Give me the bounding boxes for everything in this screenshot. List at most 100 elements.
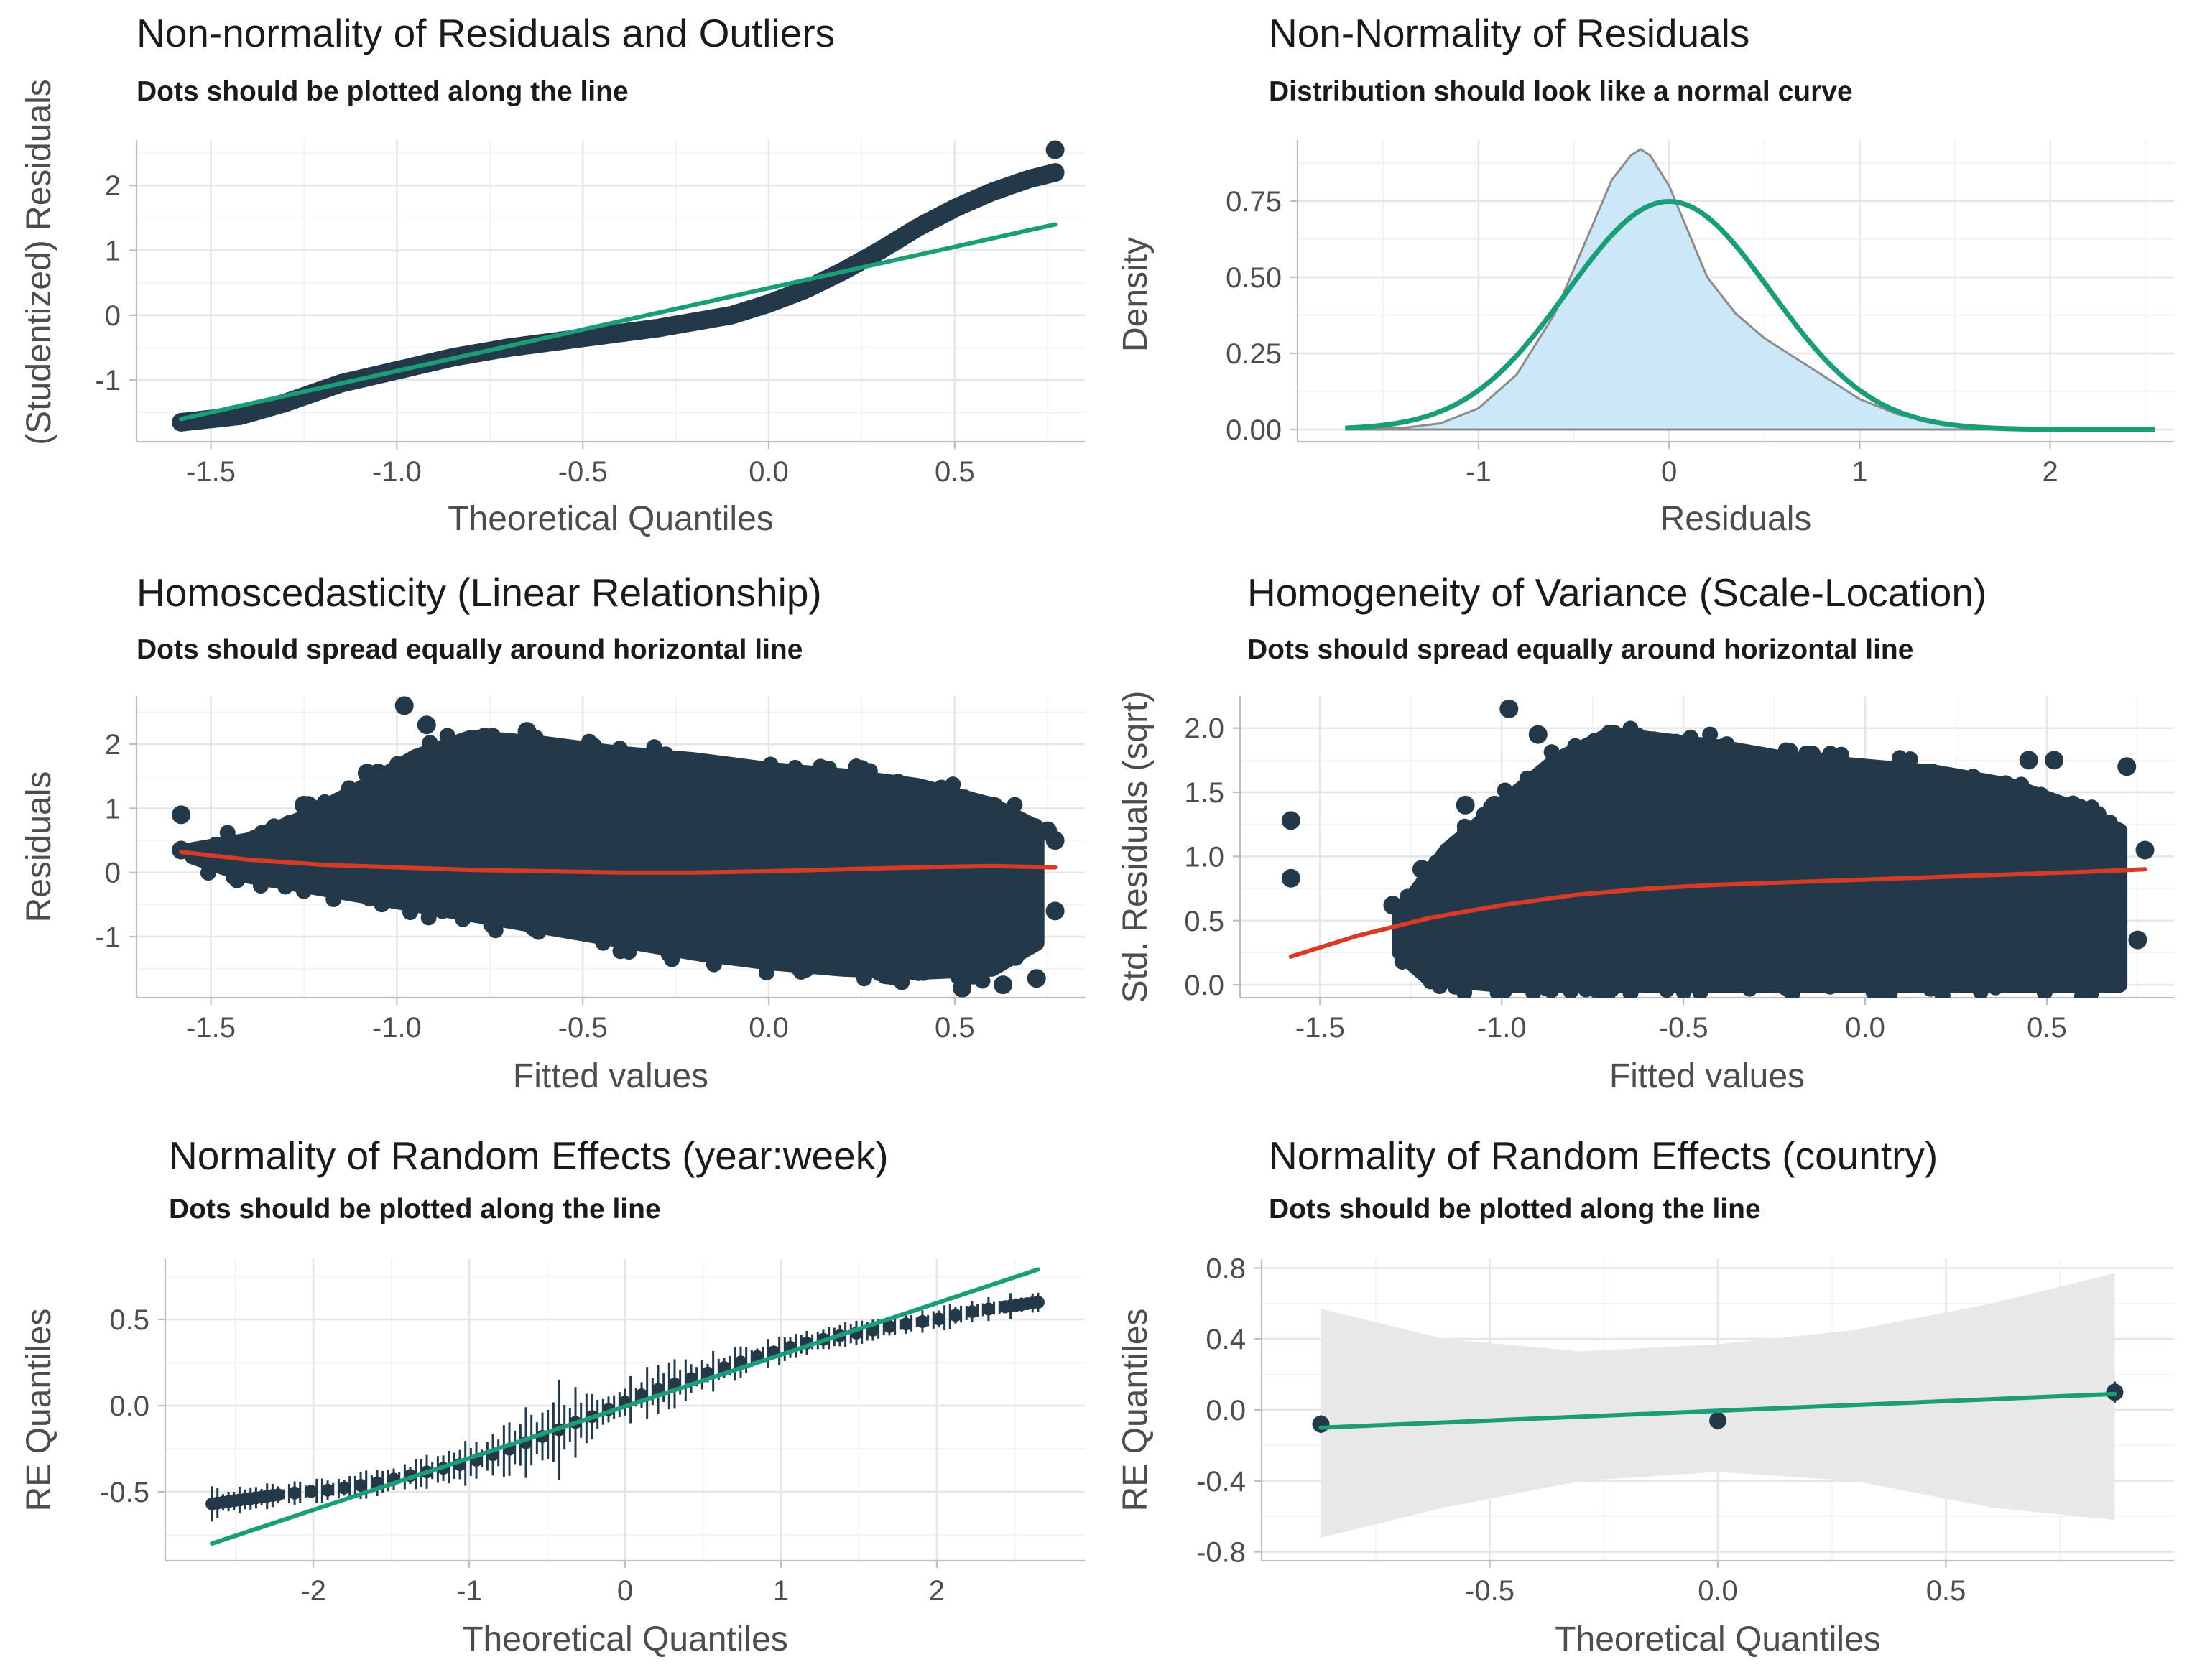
data-point: [1934, 988, 1951, 998]
plot-area: [172, 696, 1065, 998]
data-point: [389, 756, 406, 772]
data-point: [1668, 733, 1685, 750]
data-point: [1383, 896, 1402, 915]
data-point: [2001, 795, 2020, 815]
data-point: [932, 1312, 945, 1326]
y-tick-label: 0.5: [1184, 906, 1224, 937]
data-point: [1645, 731, 1662, 748]
data-point: [272, 1488, 285, 1502]
y-tick-label: -1: [95, 922, 121, 953]
y-tick-label: 0.0: [1206, 1395, 1246, 1426]
data-point: [1709, 1411, 1726, 1429]
x-tick-label: 0: [617, 1575, 633, 1607]
data-point: [1496, 983, 1512, 998]
qq-residuals-chart: Non-normality of Residuals and Outliers D…: [20, 11, 1085, 538]
plot-area: [172, 140, 1065, 432]
y-tick-label: 0.25: [1226, 338, 1282, 370]
y-tick-label: 0.8: [1206, 1253, 1246, 1284]
data-point: [2036, 984, 2053, 998]
data-point: [1499, 699, 1519, 718]
data-point: [1606, 725, 1623, 741]
y-tick-label: 0.00: [1226, 414, 1282, 446]
data-point: [277, 878, 294, 895]
chart-title: Homoscedasticity (Linear Relationship): [137, 570, 822, 615]
data-point: [1519, 770, 1535, 786]
data-point: [1456, 795, 1475, 815]
x-axis-title: Theoretical Quantiles: [1555, 1620, 1881, 1658]
homoscedasticity-chart: Homoscedasticity (Linear Relationship) Do…: [20, 570, 1085, 1095]
data-point: [1997, 775, 2014, 792]
data-point: [965, 1305, 979, 1319]
data-point: [1578, 981, 1594, 998]
data-point: [2083, 985, 2099, 998]
data-point: [316, 794, 333, 810]
x-tick-label: 0.5: [935, 1012, 975, 1044]
data-point: [361, 891, 378, 907]
data-point: [1798, 746, 1815, 762]
data-point: [2073, 904, 2093, 924]
data-point: [890, 774, 907, 790]
x-axis-title: Fitted values: [513, 1057, 708, 1095]
data-point: [341, 780, 357, 797]
data-point: [1281, 811, 1300, 830]
data-point: [1045, 163, 1065, 182]
data-point: [369, 764, 388, 783]
x-tick-label: 0.5: [935, 456, 975, 488]
chart-subtitle: Distribution should look like a normal c…: [1269, 76, 1853, 107]
x-tick-label: -1.0: [1477, 1012, 1527, 1044]
y-tick-label: 0.50: [1226, 262, 1282, 294]
data-point: [1525, 985, 1542, 998]
y-tick-label: -0.8: [1196, 1537, 1246, 1569]
data-point: [1925, 764, 1941, 780]
data-point: [1812, 753, 1828, 770]
loess-line: [179, 850, 1058, 875]
data-point: [963, 965, 983, 985]
data-point: [1423, 973, 1439, 990]
data-point: [579, 739, 596, 756]
data-point: [1965, 769, 1981, 785]
x-tick-label: 2: [929, 1575, 945, 1607]
x-tick-label: 0: [1661, 456, 1677, 488]
chart-subtitle: Dots should be plotted along the line: [137, 76, 629, 107]
data-point: [2045, 751, 2064, 770]
data-point: [338, 1481, 351, 1495]
y-tick-label: 0.0: [109, 1391, 149, 1422]
residual-density-chart: Non-Normality of Residuals Distribution s…: [1116, 11, 2174, 538]
data-point: [953, 978, 972, 998]
y-tick-label: -0.5: [100, 1477, 149, 1508]
data-point: [1713, 738, 1729, 755]
x-tick-label: 1: [773, 1575, 789, 1607]
data-point: [294, 795, 313, 815]
y-axis-title: Std. Residuals (sqrt): [1116, 691, 1155, 1003]
reference-line: [1318, 1391, 2117, 1430]
data-point: [1543, 982, 1559, 998]
x-tick-label: -1.0: [372, 1012, 422, 1044]
data-point: [331, 827, 351, 847]
data-point: [1312, 1415, 1330, 1433]
data-point: [861, 763, 878, 779]
data-point: [2135, 840, 2155, 860]
data-point: [422, 735, 438, 751]
x-tick-label: 0.5: [2027, 1012, 2067, 1044]
x-tick-label: -1.0: [372, 456, 422, 488]
chart-title: Normality of Random Effects (year:week): [169, 1133, 889, 1178]
data-point: [1485, 795, 1504, 815]
data-point: [226, 869, 242, 886]
x-tick-label: -1.5: [186, 456, 236, 488]
data-point: [2013, 776, 2030, 793]
data-point: [762, 756, 779, 773]
x-axis-title: Residuals: [1660, 500, 1812, 538]
chart-title: Normality of Random Effects (country): [1269, 1133, 1938, 1178]
data-point: [1658, 982, 1675, 998]
data-point: [1394, 953, 1410, 970]
data-point: [288, 1486, 302, 1500]
data-point: [1742, 980, 1758, 997]
data-point: [611, 741, 628, 757]
chart-title: Non-Normality of Residuals: [1269, 11, 1749, 55]
y-tick-label: 0.0: [1184, 970, 1224, 1001]
data-point: [525, 920, 542, 937]
data-point: [219, 825, 236, 841]
x-tick-label: -0.5: [558, 1012, 608, 1044]
chart-title: Homogeneity of Variance (Scale-Location): [1247, 570, 1987, 615]
grid: [137, 140, 1085, 442]
